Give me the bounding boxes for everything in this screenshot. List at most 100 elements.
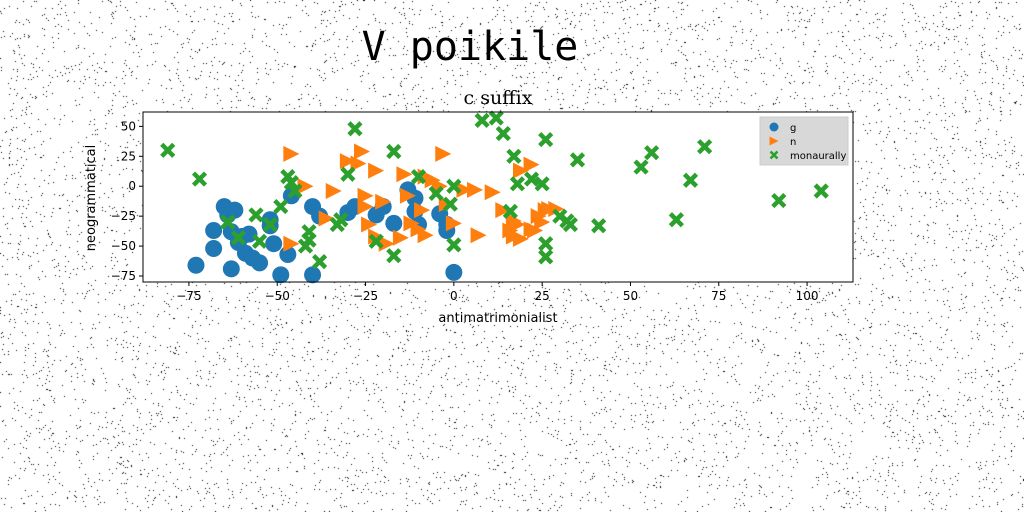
data-point-monaurally bbox=[446, 237, 462, 253]
x-tick-label: −25 bbox=[353, 289, 378, 303]
data-point-monaurally bbox=[682, 172, 699, 188]
data-point-monaurally bbox=[474, 112, 490, 128]
y-tick-label: −75 bbox=[111, 269, 136, 283]
data-point-g bbox=[272, 266, 290, 284]
figure-title: V poikile bbox=[362, 24, 579, 70]
x-tick-label: 25 bbox=[535, 289, 550, 303]
legend-marker-g bbox=[769, 122, 779, 132]
data-point-monaurally bbox=[160, 142, 176, 158]
data-point-n bbox=[438, 196, 455, 213]
data-point-g bbox=[445, 263, 463, 281]
data-point-n bbox=[548, 200, 565, 217]
y-tick-label: 0 bbox=[128, 179, 136, 193]
data-point-monaurally bbox=[506, 148, 522, 164]
data-point-monaurally bbox=[442, 196, 458, 212]
x-axis-label: antimatrimonialist bbox=[438, 311, 557, 326]
x-tick-label: 0 bbox=[450, 289, 458, 303]
data-point-g bbox=[385, 214, 403, 232]
data-point-monaurally bbox=[287, 183, 303, 199]
data-point-n bbox=[361, 216, 378, 233]
data-point-monaurally bbox=[523, 171, 540, 187]
y-tick-label: −50 bbox=[111, 239, 136, 253]
data-point-n bbox=[456, 181, 473, 198]
data-point-monaurally bbox=[569, 152, 586, 168]
legend-marker-n bbox=[769, 136, 779, 146]
data-point-monaurally bbox=[262, 216, 278, 233]
x-tick-label: −75 bbox=[176, 289, 201, 303]
data-point-n bbox=[523, 156, 540, 173]
data-point-monaurally bbox=[220, 214, 236, 230]
data-point-n bbox=[527, 222, 544, 239]
x-tick-label: 50 bbox=[623, 289, 638, 303]
data-point-monaurally bbox=[534, 176, 550, 192]
data-point-n bbox=[534, 214, 551, 231]
data-point-n bbox=[445, 215, 462, 232]
x-axis-ticks: −75 −50 −25 0 25 50 75 100 bbox=[176, 282, 819, 303]
data-point-n bbox=[339, 153, 356, 170]
data-point-monaurally bbox=[368, 233, 384, 249]
data-point-monaurally bbox=[644, 145, 660, 161]
axes-frame bbox=[142, 111, 854, 283]
data-point-g bbox=[251, 254, 269, 272]
data-point-n bbox=[350, 155, 367, 172]
data-point-monaurally bbox=[502, 203, 518, 219]
data-point-monaurally bbox=[771, 193, 787, 209]
data-point-monaurally bbox=[668, 212, 684, 228]
data-point-n bbox=[399, 187, 416, 204]
data-point-g bbox=[187, 256, 205, 274]
y-axis-ticks: −75 −50 −25 0 25 50 bbox=[111, 119, 143, 283]
axes-title: c suffix bbox=[464, 87, 533, 109]
x-tick-label: 100 bbox=[796, 289, 819, 303]
data-point-monaurally bbox=[495, 125, 511, 142]
legend: gn monaurally bbox=[759, 116, 849, 166]
data-point-monaurally bbox=[333, 212, 349, 228]
data-point-n bbox=[467, 181, 484, 198]
data-point-g bbox=[205, 239, 223, 257]
data-point-monaurally bbox=[386, 143, 402, 160]
data-point-n bbox=[484, 184, 501, 201]
data-point-n bbox=[414, 202, 431, 219]
y-tick-label: −25 bbox=[111, 209, 136, 223]
data-point-monaurally bbox=[301, 232, 317, 248]
data-point-monaurally bbox=[273, 198, 289, 215]
data-point-monaurally bbox=[509, 176, 526, 192]
data-point-n bbox=[375, 193, 392, 210]
data-point-monaurally bbox=[191, 171, 208, 187]
data-point-monaurally bbox=[230, 230, 246, 246]
data-point-monaurally bbox=[312, 254, 328, 270]
data-point-n bbox=[283, 145, 300, 162]
data-point-n bbox=[368, 162, 385, 179]
data-point-monaurally bbox=[538, 131, 554, 148]
data-point-monaurally bbox=[633, 159, 649, 175]
x-tick-label: −50 bbox=[265, 289, 290, 303]
data-point-g bbox=[222, 260, 240, 278]
data-point-n bbox=[318, 210, 335, 227]
data-point-n bbox=[495, 202, 512, 219]
data-point-monaurally bbox=[538, 249, 554, 265]
data-point-monaurally bbox=[347, 121, 363, 137]
y-axis-label: neogrammatical bbox=[84, 145, 99, 251]
data-point-monaurally bbox=[488, 110, 504, 126]
data-point-n bbox=[512, 230, 529, 247]
legend-label: monaurally bbox=[790, 151, 846, 162]
legend-marker-monaurally bbox=[769, 150, 779, 160]
data-point-n bbox=[396, 166, 413, 183]
data-point-g bbox=[261, 211, 279, 229]
legend-label: n bbox=[790, 137, 796, 148]
data-point-n bbox=[378, 235, 395, 252]
y-tick-label: 50 bbox=[121, 119, 136, 133]
x-tick-label: 75 bbox=[711, 289, 726, 303]
data-point-n bbox=[435, 145, 452, 162]
data-point-monaurally bbox=[410, 169, 427, 185]
data-point-monaurally bbox=[697, 139, 713, 155]
data-point-n bbox=[325, 183, 342, 200]
data-point-g bbox=[205, 222, 223, 240]
data-point-monaurally bbox=[538, 236, 554, 252]
data-point-monaurally bbox=[386, 248, 402, 264]
data-point-n bbox=[283, 235, 300, 252]
data-point-n bbox=[357, 198, 374, 215]
data-point-monaurally bbox=[562, 216, 579, 233]
data-point-monaurally bbox=[813, 183, 829, 199]
legend-label: g bbox=[790, 123, 796, 134]
